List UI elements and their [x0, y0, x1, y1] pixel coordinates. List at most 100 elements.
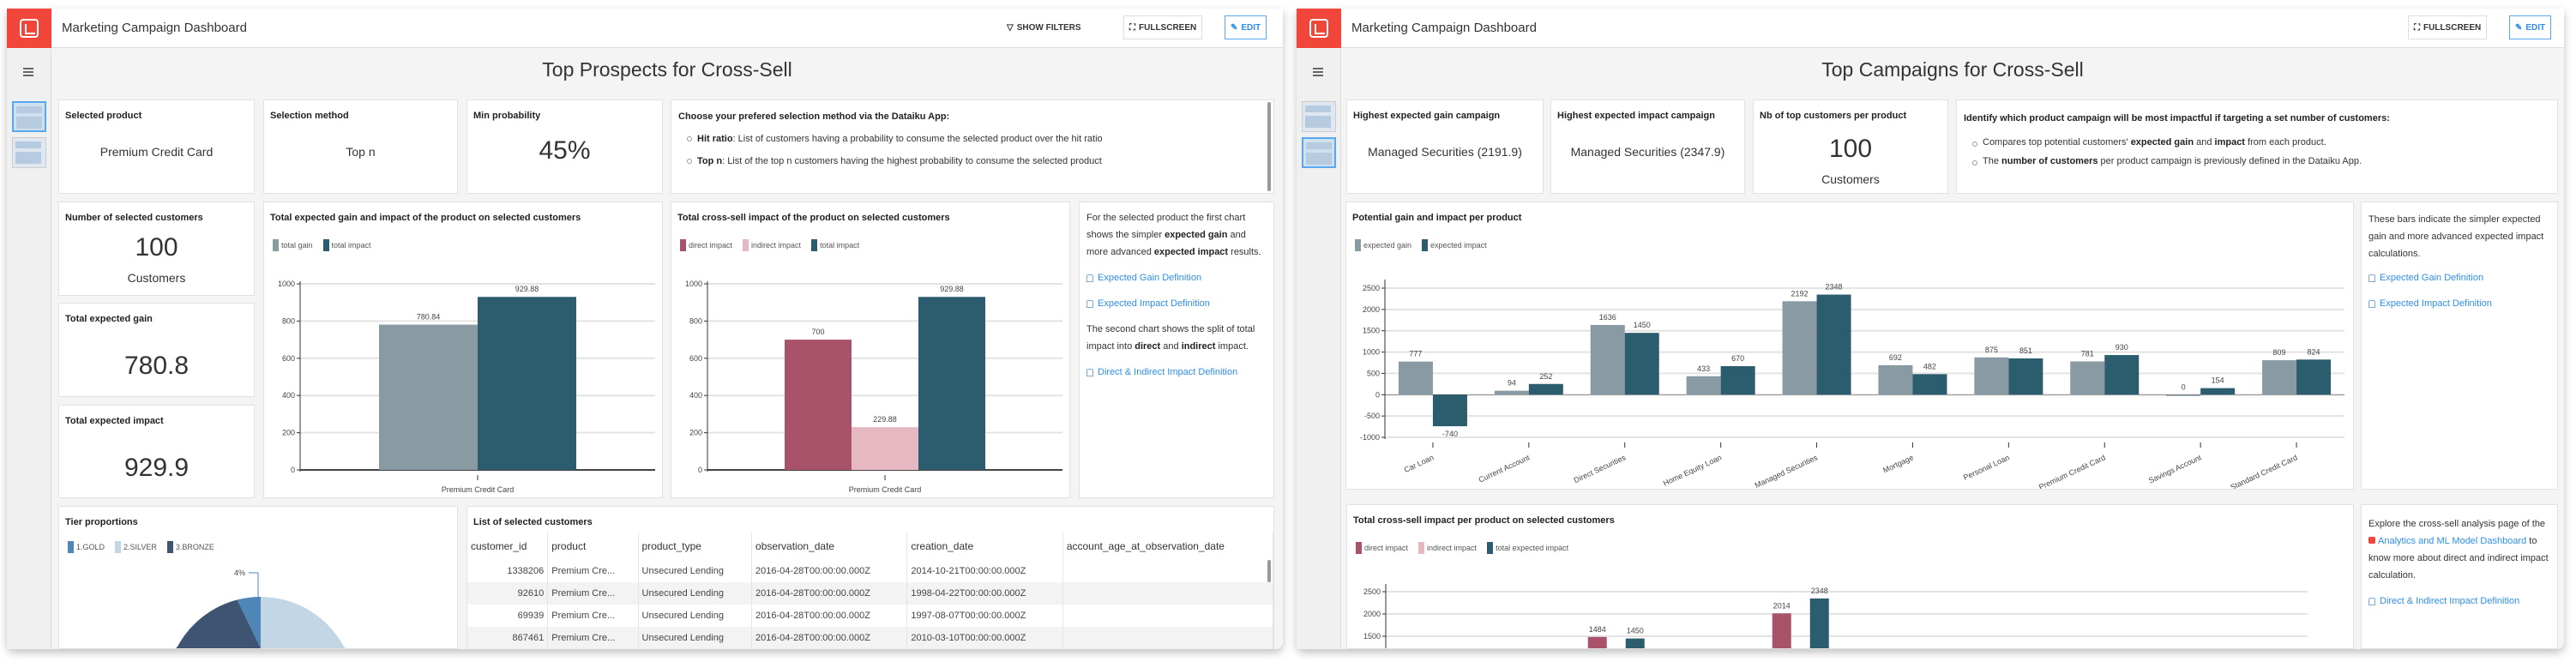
fullscreen-button[interactable]: ⛶ FULLSCREEN	[1123, 15, 1203, 39]
y-tick-label: 1500	[1363, 632, 1381, 641]
table-scrollbar[interactable]	[1267, 560, 1271, 582]
y-tick-label: 0	[291, 466, 295, 474]
table-row[interactable]: 69939 Premium Cre... Unsecured Lending 2016…	[467, 605, 1274, 627]
data-label: 692	[1889, 353, 1902, 362]
page-thumbnail-2[interactable]	[1302, 137, 1336, 168]
page-thumbnail-1[interactable]	[1302, 101, 1336, 132]
table-row[interactable]: 92610 Premium Cre... Unsecured Lending 2016…	[467, 582, 1274, 605]
bar[interactable]	[852, 427, 918, 470]
menu-icon[interactable]	[23, 68, 33, 76]
bar[interactable]	[1772, 613, 1791, 648]
bar[interactable]	[918, 297, 985, 470]
bar[interactable]	[1912, 374, 1947, 395]
pie-slice[interactable]	[237, 597, 261, 648]
data-label: 930	[2116, 343, 2128, 352]
bar[interactable]	[2008, 358, 2043, 395]
legend-item[interactable]: total gain	[273, 239, 313, 251]
legend-item[interactable]: total impact	[811, 239, 859, 251]
legend-item[interactable]: indirect impact	[743, 239, 801, 251]
expected-gain-link[interactable]: Expected Gain Definition	[2368, 269, 2550, 286]
pie-slice[interactable]	[166, 599, 261, 649]
bar[interactable]	[2200, 388, 2236, 395]
edit-button[interactable]: ✎ EDIT	[1225, 15, 1267, 39]
expected-impact-link[interactable]: Expected Impact Definition	[1086, 295, 1267, 312]
table-row[interactable]: 1338206 Premium Cre... Unsecured Lending 20…	[467, 560, 1274, 582]
header: Marketing Campaign Dashboard ⛶ FULLSCREEN…	[1297, 9, 2564, 48]
table-cell: Unsecured Lending	[638, 627, 753, 649]
bar[interactable]	[1590, 324, 1625, 395]
bar[interactable]	[2296, 359, 2332, 395]
bar[interactable]	[2262, 360, 2297, 395]
impact-campaign-tile: Highest expected impact campaign Managed…	[1550, 99, 1745, 194]
y-tick-label: 600	[282, 354, 295, 363]
legend-item[interactable]: expected impact	[1422, 239, 1487, 251]
bar[interactable]	[379, 324, 478, 470]
table-row[interactable]: 867461 Premium Cre... Unsecured Lending 201…	[467, 627, 1274, 649]
legend-item[interactable]: direct impact	[680, 239, 732, 251]
direct-indirect-link[interactable]: Direct & Indirect Impact Definition	[1086, 364, 1267, 381]
bar[interactable]	[1686, 376, 1721, 395]
bar[interactable]	[1494, 390, 1529, 395]
legend-item[interactable]: total expected impact	[1487, 542, 1568, 554]
show-filters-button[interactable]: ▽ SHOW FILTERS	[1002, 15, 1086, 39]
column-header[interactable]: creation_date	[906, 533, 1063, 560]
nb-customers-tile: Nb of top customers per product 100 Cust…	[1753, 99, 1948, 194]
legend-item[interactable]: total impact	[322, 239, 371, 251]
menu-icon[interactable]	[1313, 68, 1323, 76]
bar[interactable]	[1878, 364, 1913, 395]
scrollbar[interactable]	[1267, 102, 1271, 191]
page-title: Top Prospects for Cross-Sell	[542, 58, 792, 81]
bar[interactable]	[2104, 355, 2140, 395]
pie-svg: 4%	[166, 569, 355, 649]
dataiku-logo-icon[interactable]	[7, 9, 51, 48]
table-cell: 2016-04-28T00:00:00.000Z	[751, 560, 908, 582]
page-thumbnail-1[interactable]	[12, 101, 46, 132]
fullscreen-button[interactable]: ⛶ FULLSCREEN	[2408, 15, 2488, 39]
info-text-1: For the selected product the first chart…	[1086, 213, 1261, 257]
bar[interactable]	[1625, 638, 1645, 648]
dataiku-logo-icon[interactable]	[1297, 9, 1341, 48]
pie-leader-line	[249, 572, 259, 597]
pie-slice[interactable]	[249, 597, 355, 648]
table-cell	[1062, 627, 1274, 649]
page-thumbnail-2[interactable]	[12, 137, 46, 168]
bar[interactable]	[478, 297, 576, 470]
bar[interactable]	[2166, 394, 2201, 396]
direct-indirect-link[interactable]: Direct & Indirect Impact Definition	[2368, 593, 2550, 610]
legend-item[interactable]: expected gain	[1355, 239, 1411, 251]
bar[interactable]	[1528, 383, 1563, 395]
data-label: 1484	[1589, 625, 1606, 634]
bar[interactable]	[1720, 365, 1755, 395]
column-header[interactable]: product	[547, 533, 639, 560]
bar[interactable]	[1624, 333, 1659, 395]
table-cell: 92610	[467, 582, 549, 605]
bar[interactable]	[785, 340, 852, 470]
document-icon	[2368, 274, 2375, 282]
bar[interactable]	[1782, 301, 1817, 395]
column-header[interactable]: account_age_at_observation_date	[1062, 533, 1274, 560]
bar[interactable]	[1587, 636, 1607, 648]
expected-impact-link[interactable]: Expected Impact Definition	[2368, 295, 2550, 312]
bar[interactable]	[1432, 394, 1467, 427]
bar[interactable]	[1809, 598, 1829, 648]
table-cell: Premium Cre...	[547, 627, 639, 649]
legend-item[interactable]: direct impact	[1356, 542, 1408, 554]
pencil-icon: ✎	[1231, 22, 1238, 33]
min-probability-tile: Min probability 45%	[466, 99, 663, 194]
bar[interactable]	[1816, 294, 1851, 395]
column-header[interactable]: product_type	[638, 533, 753, 560]
analytics-dashboard-link[interactable]: Analytics and ML Model Dashboard	[2378, 536, 2527, 546]
min-probability-value: 45%	[539, 136, 591, 165]
bar[interactable]	[1974, 357, 2009, 395]
column-header[interactable]: customer_id	[467, 533, 549, 560]
fullscreen-label: FULLSCREEN	[1139, 22, 1197, 33]
bar[interactable]	[1398, 361, 1433, 395]
edit-button[interactable]: ✎ EDIT	[2509, 15, 2552, 39]
page-title: Top Campaigns for Cross-Sell	[1821, 58, 2084, 81]
bar[interactable]	[2070, 361, 2105, 395]
expected-gain-link[interactable]: Expected Gain Definition	[1086, 269, 1267, 286]
column-header[interactable]: observation_date	[751, 533, 908, 560]
legend-item[interactable]: indirect impact	[1418, 542, 1477, 554]
data-label: 433	[1697, 364, 1710, 373]
data-label: 851	[2019, 346, 2032, 355]
